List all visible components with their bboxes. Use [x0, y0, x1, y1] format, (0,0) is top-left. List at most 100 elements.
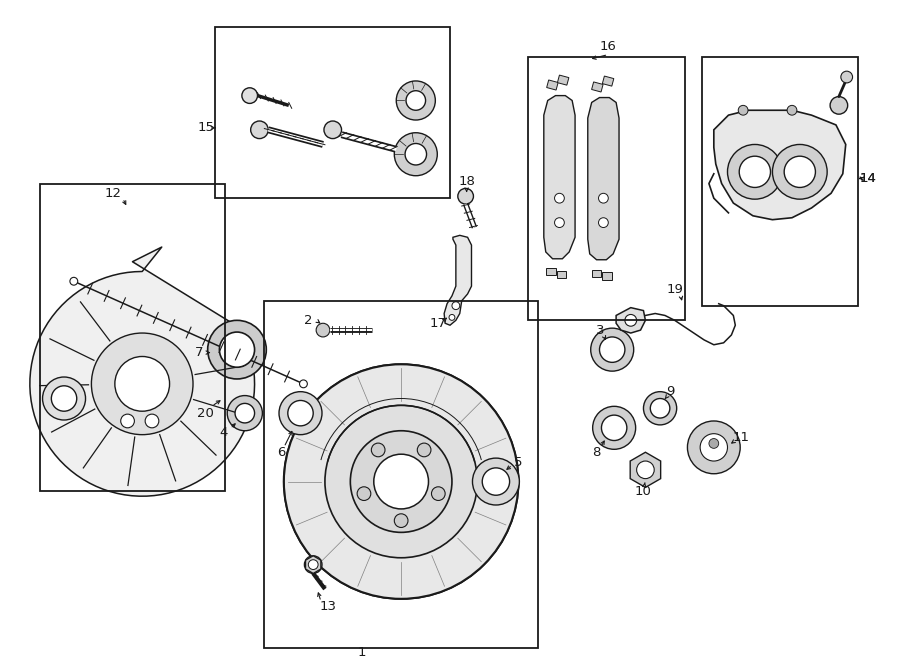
- Circle shape: [472, 458, 519, 505]
- Circle shape: [316, 323, 329, 337]
- Circle shape: [554, 193, 564, 203]
- Polygon shape: [444, 235, 472, 325]
- Circle shape: [309, 560, 318, 570]
- Circle shape: [284, 364, 518, 599]
- Circle shape: [636, 461, 654, 479]
- Bar: [40, 184, 225, 491]
- Bar: [528, 57, 685, 321]
- Circle shape: [644, 392, 677, 425]
- Text: 14: 14: [860, 172, 877, 185]
- Text: 6: 6: [277, 446, 285, 459]
- Circle shape: [458, 188, 473, 204]
- Circle shape: [601, 415, 627, 440]
- Circle shape: [251, 121, 268, 139]
- Circle shape: [431, 486, 446, 500]
- Circle shape: [304, 556, 322, 573]
- Polygon shape: [630, 452, 661, 487]
- Circle shape: [394, 133, 437, 176]
- Bar: [702, 57, 859, 305]
- Polygon shape: [306, 556, 320, 573]
- Text: 19: 19: [666, 282, 683, 295]
- Polygon shape: [616, 307, 645, 333]
- Text: 1: 1: [358, 646, 366, 659]
- Bar: [265, 301, 538, 648]
- Circle shape: [372, 443, 385, 457]
- Circle shape: [394, 514, 408, 527]
- Text: 2: 2: [304, 314, 312, 327]
- Circle shape: [738, 105, 748, 115]
- Text: 4: 4: [219, 426, 228, 439]
- Circle shape: [300, 380, 307, 388]
- Circle shape: [554, 217, 564, 227]
- Circle shape: [598, 193, 608, 203]
- Bar: [591, 82, 603, 92]
- Circle shape: [396, 81, 436, 120]
- Text: 13: 13: [320, 600, 337, 613]
- Circle shape: [599, 337, 625, 362]
- Circle shape: [405, 143, 427, 165]
- Circle shape: [688, 421, 740, 474]
- Text: 17: 17: [430, 317, 446, 330]
- Text: 20: 20: [197, 407, 214, 420]
- Circle shape: [772, 145, 827, 199]
- Circle shape: [418, 443, 431, 457]
- Text: 8: 8: [592, 446, 601, 459]
- Bar: [215, 27, 450, 198]
- Circle shape: [51, 386, 76, 411]
- Polygon shape: [30, 247, 255, 496]
- Circle shape: [145, 414, 158, 428]
- Circle shape: [625, 315, 636, 326]
- Circle shape: [452, 302, 460, 309]
- Circle shape: [739, 156, 770, 188]
- Circle shape: [279, 392, 322, 435]
- Circle shape: [357, 486, 371, 500]
- Text: 15: 15: [197, 122, 214, 134]
- Circle shape: [709, 438, 719, 448]
- Polygon shape: [714, 110, 846, 219]
- Circle shape: [235, 403, 255, 423]
- Circle shape: [406, 91, 426, 110]
- Bar: [545, 268, 555, 276]
- Circle shape: [830, 97, 848, 114]
- Circle shape: [42, 377, 86, 420]
- Text: 9: 9: [666, 385, 674, 398]
- Circle shape: [784, 156, 815, 188]
- Text: 12: 12: [104, 187, 122, 200]
- Circle shape: [227, 395, 263, 431]
- Text: 3: 3: [596, 324, 605, 336]
- Text: 5: 5: [514, 455, 523, 469]
- Circle shape: [727, 145, 782, 199]
- Text: 14: 14: [860, 172, 877, 185]
- Circle shape: [350, 431, 452, 532]
- Text: 18: 18: [458, 175, 475, 188]
- Circle shape: [788, 105, 796, 115]
- Circle shape: [208, 321, 266, 379]
- Circle shape: [841, 71, 852, 83]
- Circle shape: [324, 121, 341, 139]
- Circle shape: [242, 88, 257, 103]
- Circle shape: [590, 328, 634, 371]
- Bar: [591, 270, 601, 278]
- Circle shape: [700, 434, 727, 461]
- Circle shape: [220, 332, 255, 368]
- Circle shape: [70, 278, 77, 285]
- Text: 11: 11: [733, 431, 750, 444]
- Circle shape: [449, 315, 454, 321]
- Circle shape: [651, 399, 670, 418]
- Circle shape: [598, 217, 608, 227]
- Text: 16: 16: [600, 40, 617, 54]
- Text: 10: 10: [635, 485, 652, 498]
- Circle shape: [325, 405, 477, 558]
- Bar: [556, 270, 566, 278]
- Circle shape: [593, 407, 635, 449]
- Bar: [602, 76, 614, 86]
- Circle shape: [374, 454, 428, 509]
- Circle shape: [115, 356, 169, 411]
- Text: 7: 7: [194, 346, 203, 359]
- Polygon shape: [544, 96, 575, 258]
- Circle shape: [482, 468, 509, 495]
- Bar: [557, 75, 569, 85]
- Circle shape: [284, 364, 518, 599]
- Circle shape: [92, 333, 193, 435]
- Circle shape: [121, 414, 134, 428]
